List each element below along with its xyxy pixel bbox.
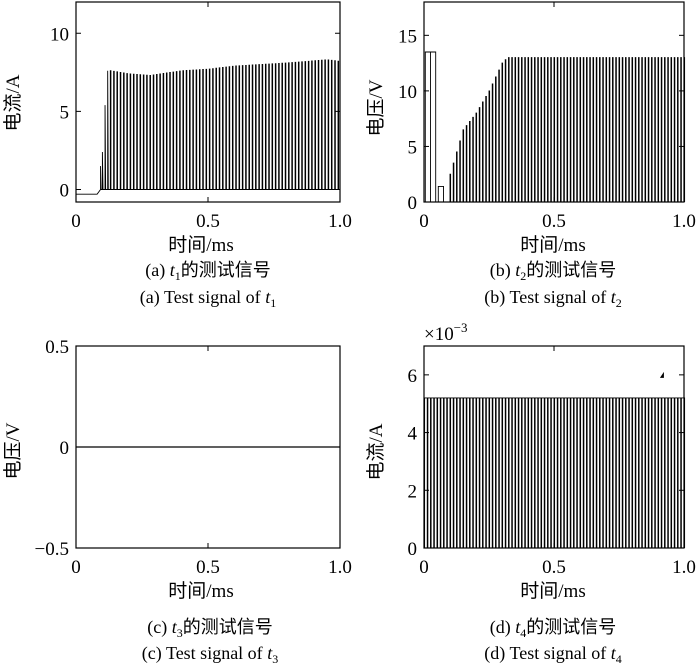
x-tick-label: 1.0: [672, 557, 696, 578]
y-tick-label: 15: [398, 26, 417, 47]
series-b-line: [424, 51, 686, 203]
panel-a: 0 0.5 1.0 0 5 10 时间/ms 电流/A (a) t1的测试信号 (a) T…: [2, 1, 352, 310]
x-tick-label: 0: [419, 211, 429, 232]
ylabel-c: 电压/V: [2, 422, 24, 479]
caption-en-c: (c) Test signal of t3: [142, 643, 278, 666]
y-tick-label: 0: [60, 181, 70, 202]
y-tick-label: 4: [408, 424, 418, 445]
caption-cn-d: (d) t4的测试信号: [490, 617, 617, 640]
x-tick-label: 0.5: [196, 211, 220, 232]
plot-d-lines: [423, 371, 686, 549]
y-tick-label: 10: [398, 82, 417, 103]
caption-cn-a: (a) t1的测试信号: [145, 260, 271, 283]
x-tick-label: 0.5: [542, 211, 566, 232]
caption-en-d: (d) Test signal of t4: [484, 643, 621, 666]
panel-d: 0 0.5 1.0 0 2 4 6 ×10−3 电流/A 时间/ms (d) t4的测试信号…: [365, 320, 696, 666]
x-tick-label: 1.0: [328, 211, 352, 232]
series-a-line: [76, 59, 340, 195]
y-tick-label: 0.5: [45, 337, 69, 358]
x-tick-label: 0: [419, 557, 429, 578]
plot-a-ticks: 0 0.5 1.0 0 5 10: [50, 2, 352, 232]
y-tick-label: 0: [408, 539, 418, 560]
plot-c-ticks: 0 0.5 1.00.50−0.5: [35, 337, 352, 578]
caption-en-a: (a) Test signal of t1: [140, 287, 276, 310]
ylabel-d: 电流/A: [365, 423, 387, 480]
caption-en-b: (b) Test signal of t2: [484, 287, 621, 310]
y-tick-label: 2: [408, 481, 418, 502]
plot-b-ticks: 0 0.5 1.0 0 5 10 15: [398, 2, 696, 232]
plot-d-ticks: 0 0.5 1.0 0 2 4 6: [408, 346, 696, 578]
x-tick-label: 1.0: [328, 557, 352, 578]
y-tick-label: −0.5: [35, 539, 69, 560]
y-tick-label: 10: [50, 24, 69, 45]
x-tick-label: 0: [71, 557, 81, 578]
y-tick-label: 5: [408, 137, 418, 158]
x-tick-label: 1.0: [672, 211, 696, 232]
plot-a-lines: [76, 59, 340, 195]
series-d-line: [423, 397, 686, 549]
x-tick-label: 0.5: [542, 557, 566, 578]
panel-b: 0 0.5 1.0 0 5 10 15 时间/ms 电压/V (b) t2的测试信号 (b)…: [365, 1, 696, 310]
scale-factor-d: ×10−3: [424, 320, 468, 345]
plot-b-lines: [424, 51, 686, 203]
y-tick-label: 6: [408, 366, 418, 387]
y-tick-label: 0: [408, 193, 418, 214]
ylabel-b: 电压/V: [365, 79, 387, 136]
xlabel-d: 时间/ms: [520, 580, 585, 602]
x-tick-label: 0.5: [196, 557, 220, 578]
plot-a-frame: [75, 1, 341, 203]
series-d-spike: [659, 371, 664, 378]
y-tick-label: 0: [60, 438, 70, 459]
y-tick-label: 5: [60, 102, 70, 123]
caption-cn-b: (b) t2的测试信号: [490, 260, 617, 283]
x-tick-label: 0: [71, 211, 81, 232]
xlabel-c: 时间/ms: [168, 580, 233, 602]
ylabel-a: 电流/A: [2, 74, 24, 131]
caption-cn-c: (c) t3的测试信号: [147, 617, 273, 640]
panel-c: 0 0.5 1.00.50−0.5 电压/V 时间/ms (c) t3的测试信号 (…: [2, 337, 352, 666]
xlabel-a: 时间/ms: [168, 234, 233, 256]
xlabel-b: 时间/ms: [520, 234, 585, 256]
